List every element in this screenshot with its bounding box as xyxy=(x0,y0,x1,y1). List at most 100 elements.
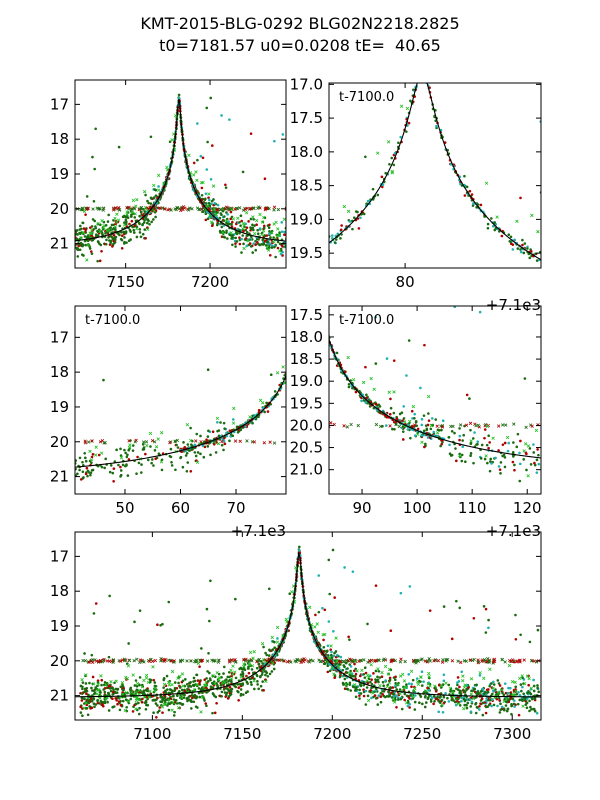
data-point xyxy=(348,681,352,685)
data-point xyxy=(369,689,372,692)
data-point xyxy=(503,441,507,445)
data-point xyxy=(134,702,138,706)
data-point xyxy=(468,397,471,400)
data-point xyxy=(280,230,284,233)
data-point-cross xyxy=(342,204,347,209)
data-point xyxy=(522,458,526,461)
data-point xyxy=(510,702,513,706)
data-point-cross xyxy=(344,658,349,663)
data-point xyxy=(152,196,156,200)
data-point xyxy=(188,681,191,685)
data-point xyxy=(359,692,363,695)
data-point-cross xyxy=(280,658,284,662)
data-point xyxy=(142,448,146,451)
data-point xyxy=(339,655,343,659)
data-point xyxy=(90,455,94,459)
data-point xyxy=(463,690,467,694)
data-point xyxy=(138,231,142,234)
data-point-cross xyxy=(241,221,245,225)
data-point xyxy=(90,234,93,237)
data-point xyxy=(467,686,470,689)
data-point xyxy=(131,225,135,229)
data-point xyxy=(208,198,211,202)
data-point-cross xyxy=(526,444,531,448)
data-point-cross xyxy=(152,183,156,188)
data-point-cross xyxy=(295,658,300,662)
data-point xyxy=(498,711,502,714)
data-point xyxy=(118,708,122,712)
data-point-cross xyxy=(250,659,254,663)
data-point-cross xyxy=(429,423,434,428)
data-point xyxy=(490,704,493,708)
data-point xyxy=(481,687,485,691)
data-point xyxy=(135,235,139,239)
data-point xyxy=(330,656,334,659)
data-point xyxy=(208,671,211,675)
data-point xyxy=(75,459,78,462)
data-point xyxy=(411,417,414,420)
data-point xyxy=(126,474,130,477)
data-point xyxy=(109,464,113,467)
data-point xyxy=(194,454,198,458)
data-point xyxy=(223,215,226,218)
data-point xyxy=(279,252,283,256)
data-point xyxy=(262,645,265,649)
data-point xyxy=(86,699,90,702)
data-point xyxy=(229,234,233,237)
data-point xyxy=(363,676,367,679)
data-point xyxy=(111,471,115,475)
data-point xyxy=(83,451,86,455)
data-point xyxy=(424,424,428,427)
data-point-cross xyxy=(135,227,139,231)
data-point xyxy=(138,228,142,231)
data-point-cross xyxy=(356,423,360,428)
data-point xyxy=(516,432,520,436)
data-point-cross xyxy=(98,658,103,663)
data-point xyxy=(185,697,188,700)
data-point xyxy=(487,446,490,450)
data-point xyxy=(409,693,412,697)
data-point xyxy=(474,711,478,715)
y-tick-label: 20.0 xyxy=(290,416,323,434)
data-point-cross xyxy=(425,659,430,663)
data-point xyxy=(407,682,411,685)
data-point xyxy=(499,702,502,706)
data-point-cross xyxy=(379,424,383,429)
data-point xyxy=(518,479,522,483)
data-point-cross xyxy=(278,249,282,253)
data-point xyxy=(156,711,160,714)
data-point xyxy=(532,443,535,446)
x-tick-label: 110 xyxy=(458,499,487,517)
data-point-cross xyxy=(289,660,293,664)
data-point xyxy=(99,691,102,694)
data-point xyxy=(387,695,391,698)
plot-area xyxy=(75,545,541,719)
data-point-cross xyxy=(281,659,286,663)
data-point xyxy=(205,210,209,214)
data-point-cross xyxy=(449,424,453,429)
data-point xyxy=(388,678,392,682)
data-point xyxy=(245,244,249,248)
data-point xyxy=(468,698,472,701)
data-point xyxy=(209,453,212,457)
data-point xyxy=(125,662,129,666)
data-point xyxy=(158,709,161,713)
data-point xyxy=(90,653,94,657)
data-point xyxy=(465,706,469,710)
data-point xyxy=(358,697,361,700)
data-point xyxy=(393,678,397,682)
data-point-cross xyxy=(262,441,267,445)
data-point xyxy=(268,253,272,257)
data-point xyxy=(131,444,135,447)
figure-title-line1: KMT-2015-BLG-0292 BLG02N2218.2825 xyxy=(140,14,460,33)
data-point xyxy=(255,666,259,670)
data-point xyxy=(408,697,411,700)
data-point xyxy=(379,695,383,698)
data-point-cross xyxy=(374,422,379,427)
data-point xyxy=(160,468,164,472)
data-point xyxy=(261,243,265,246)
data-point xyxy=(120,234,124,238)
data-point xyxy=(440,428,443,432)
data-point xyxy=(392,163,396,167)
